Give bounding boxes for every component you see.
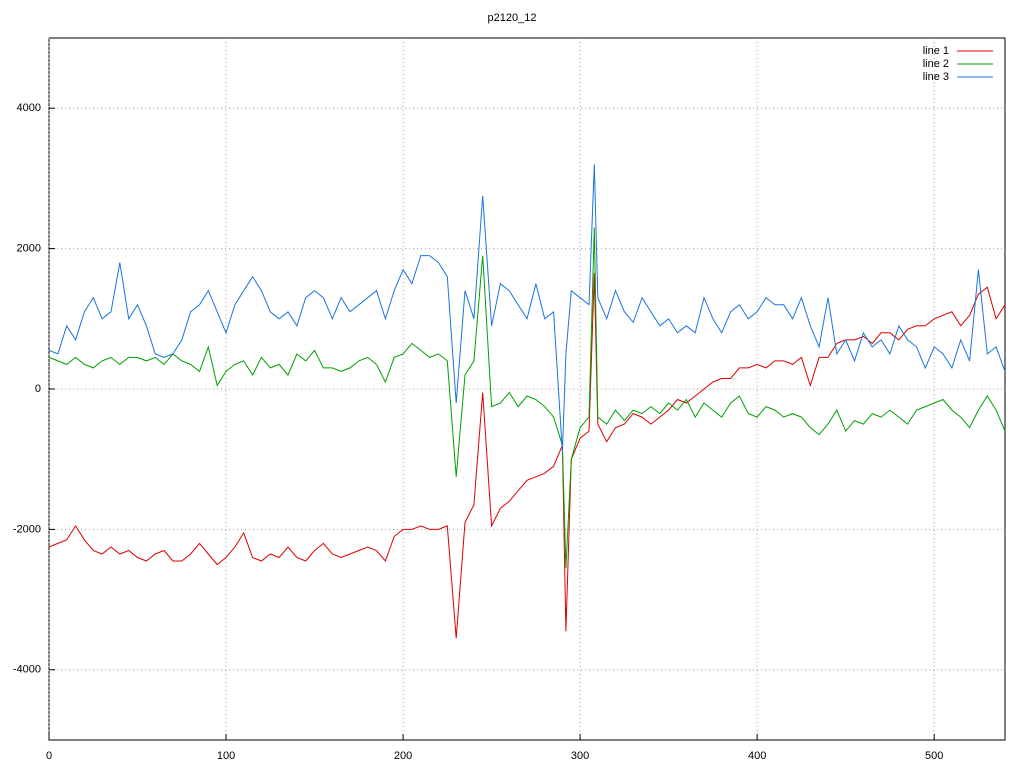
y-tick-label: 2000	[17, 243, 41, 255]
data-line	[48, 164, 1006, 453]
data-line	[48, 227, 1006, 569]
x-tick-label: 0	[46, 750, 52, 762]
y-tick-label: -2000	[13, 523, 41, 535]
y-tick-label: 4000	[17, 102, 41, 114]
legend-label: line 3	[923, 71, 949, 83]
legend-label: line 2	[923, 58, 949, 70]
x-tick-label: 500	[925, 750, 943, 762]
x-tick-label: 400	[748, 750, 766, 762]
x-tick-label: 100	[217, 750, 235, 762]
y-tick-label: 0	[35, 383, 41, 395]
legend-label: line 1	[923, 45, 949, 57]
chart-title: p2120_12	[488, 12, 537, 24]
x-tick-label: 200	[394, 750, 412, 762]
data-line	[48, 273, 1006, 639]
y-tick-label: -4000	[13, 664, 41, 676]
x-tick-label: 300	[571, 750, 589, 762]
